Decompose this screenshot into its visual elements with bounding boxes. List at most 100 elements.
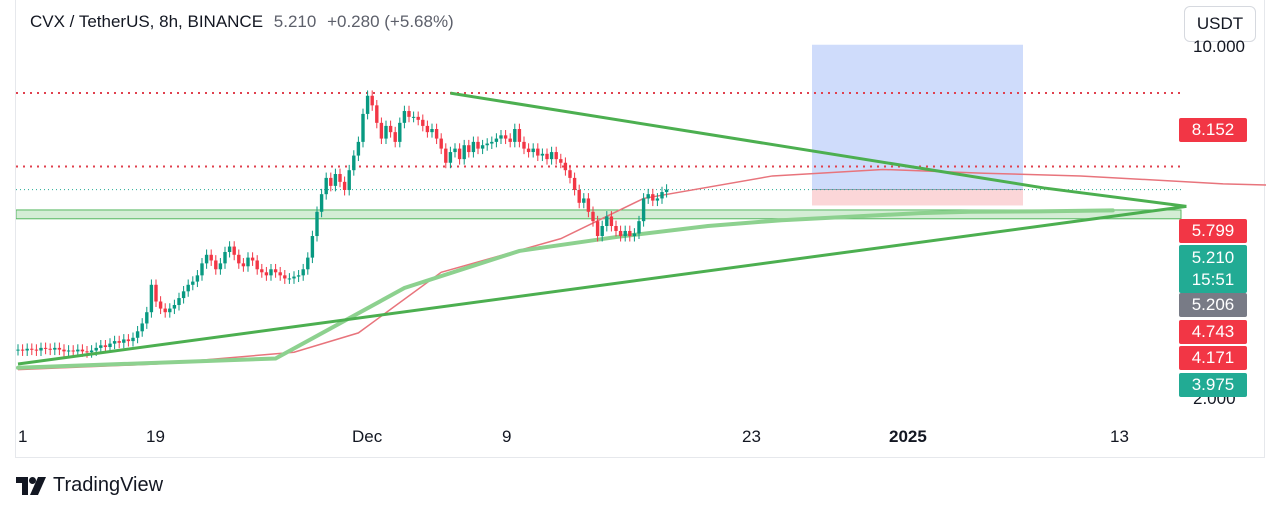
candle-body — [204, 254, 209, 264]
candle-body — [269, 269, 273, 276]
position-stop-zone — [812, 189, 1023, 206]
candle-body — [306, 257, 310, 270]
candle-body — [287, 278, 292, 280]
candle-body — [278, 272, 282, 276]
candle-body — [480, 145, 485, 149]
candle-body — [407, 111, 411, 117]
candle-body — [632, 233, 637, 237]
candle-body — [48, 348, 52, 350]
symbol-header: CVX / TetherUS, 8h, BINANCE 5.210 +0.280… — [30, 12, 454, 32]
candle-body — [103, 345, 108, 348]
candle-body — [135, 331, 140, 338]
candle-body — [122, 339, 126, 343]
candle-body — [315, 211, 319, 237]
price-chart[interactable] — [16, 0, 1266, 458]
candle-body — [494, 138, 499, 142]
symbol-title: CVX / TetherUS, 8h, BINANCE — [30, 12, 264, 31]
candle-body — [76, 349, 80, 352]
candle-body — [637, 221, 641, 234]
candle-body — [393, 132, 397, 142]
candle-body — [333, 174, 338, 186]
candle-body — [108, 343, 112, 348]
candle-body — [30, 348, 34, 350]
candle-body — [388, 125, 393, 133]
candle-body — [85, 351, 89, 353]
candle-body — [545, 153, 549, 160]
candle-body — [623, 230, 627, 237]
candle-body — [149, 284, 154, 313]
candle-body — [66, 350, 71, 352]
candle-body — [375, 105, 379, 123]
candle-body — [361, 113, 365, 142]
price-change: +0.280 (+5.68%) — [327, 12, 454, 31]
candle-body — [200, 263, 204, 276]
candle-body — [112, 341, 117, 344]
candle-body — [471, 141, 476, 153]
candle-body — [600, 226, 604, 237]
candle-body — [329, 177, 333, 186]
price-tag-4743: 4.743 — [1179, 320, 1247, 344]
moving-average-green — [16, 208, 1115, 370]
candle-body — [296, 275, 301, 277]
candle-body — [53, 347, 57, 350]
x-tick-13: 13 — [1110, 427, 1129, 446]
candle-body — [140, 323, 144, 332]
candle-body — [444, 148, 448, 163]
candle-body — [568, 170, 572, 178]
candle-body — [651, 194, 655, 201]
candle-body — [402, 111, 407, 123]
currency-button[interactable]: USDT — [1184, 6, 1256, 42]
candle-body — [154, 284, 158, 302]
candle-body — [43, 347, 48, 349]
candle-body — [260, 269, 264, 273]
candle-body — [16, 349, 20, 351]
candle-body — [186, 284, 190, 292]
candle-body — [522, 141, 526, 149]
candle-body — [531, 148, 535, 153]
position-target-zone — [812, 44, 1023, 190]
x-tick-23: 23 — [742, 427, 761, 446]
candle-body — [80, 349, 85, 352]
candle-body — [209, 254, 213, 261]
ascending-trendline — [17, 204, 1187, 366]
candle-body — [145, 312, 149, 324]
chart-frame[interactable] — [15, 0, 1266, 458]
candle-body — [526, 148, 531, 153]
candle-body — [559, 159, 563, 163]
candle-body — [476, 141, 480, 149]
candle-body — [664, 189, 669, 193]
candle-body — [25, 348, 29, 351]
candle-body — [94, 347, 98, 351]
price-tag-8152: 8.152 — [1179, 118, 1247, 142]
candle-body — [347, 170, 351, 190]
candle-body — [283, 275, 287, 279]
candle-body — [250, 257, 255, 261]
candle-body — [467, 145, 471, 153]
candle-body — [246, 257, 250, 267]
tradingview-brand[interactable]: TradingView — [16, 474, 163, 497]
candle-body — [20, 349, 25, 351]
candle-body — [131, 337, 135, 342]
candle-body — [71, 350, 75, 352]
candle-body — [434, 129, 439, 139]
candle-body — [586, 198, 591, 212]
candle-body — [536, 148, 540, 156]
last-price-tag-value: 5.210 — [1191, 248, 1235, 267]
price-tag-4171: 4.171 — [1179, 346, 1247, 370]
candle-body — [660, 192, 664, 199]
bar-countdown: 15:51 — [1191, 270, 1235, 289]
candle-body — [218, 263, 223, 270]
candle-body — [227, 246, 232, 253]
candle-body — [237, 254, 241, 264]
candle-body — [301, 269, 305, 276]
candle-body — [453, 148, 457, 153]
candle-body — [411, 116, 416, 118]
candle-body — [563, 162, 568, 171]
candle-body — [292, 276, 296, 279]
candle-body — [425, 125, 430, 133]
candle-body — [181, 291, 186, 299]
candle-body — [540, 153, 545, 156]
x-tick-dec: Dec — [352, 427, 383, 446]
candle-body — [614, 226, 618, 231]
last-price: 5.210 — [273, 12, 317, 31]
